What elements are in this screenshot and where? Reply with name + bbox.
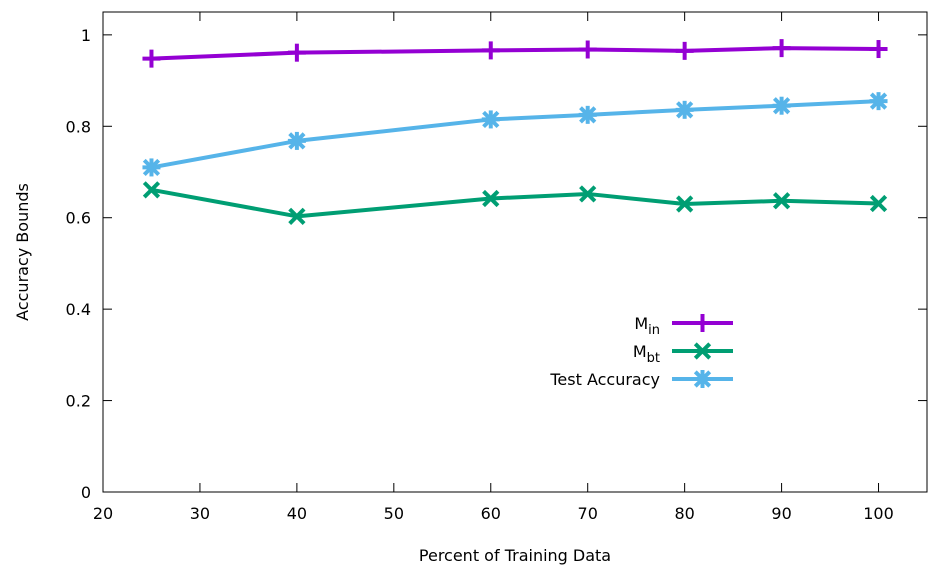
x-tick-label: 60 <box>481 504 501 523</box>
data-point <box>675 41 694 60</box>
x-tick-label: 100 <box>863 504 894 523</box>
legend-item: Test Accuracy <box>549 370 733 389</box>
legend-marker <box>693 370 712 388</box>
x-axis-title: Percent of Training Data <box>419 546 611 565</box>
x-tick-label: 30 <box>190 504 210 523</box>
data-point <box>481 110 500 129</box>
data-point <box>772 192 791 210</box>
data-point <box>287 131 306 150</box>
series-line <box>151 99 879 170</box>
series-2 <box>142 92 888 177</box>
data-point <box>675 100 694 119</box>
legend-item: Mbt <box>633 342 733 366</box>
y-axis-title: Accuracy Bounds <box>13 183 32 321</box>
data-point <box>772 96 791 115</box>
legend-label: Test Accuracy <box>549 370 660 389</box>
data-point <box>578 105 597 124</box>
data-point <box>772 39 791 58</box>
data-point <box>482 189 500 208</box>
data-point <box>869 194 888 213</box>
y-tick-label: 0.4 <box>66 300 91 319</box>
y-tick-label: 0.2 <box>66 392 91 411</box>
series-1 <box>142 181 888 225</box>
x-tick-label: 70 <box>578 504 598 523</box>
legend: Min Mbt Test Accuracy <box>549 314 733 389</box>
data-point <box>287 43 306 62</box>
legend-label: Min <box>634 314 660 338</box>
y-tick-label: 0 <box>81 483 91 502</box>
x-tick-label: 50 <box>384 504 404 523</box>
x-tick-label: 80 <box>674 504 694 523</box>
data-point <box>869 40 888 59</box>
data-point <box>142 158 161 177</box>
y-tick-label: 1 <box>81 26 91 45</box>
data-point <box>676 195 694 213</box>
series-line <box>151 187 879 219</box>
legend-marker <box>693 314 712 332</box>
series-0 <box>142 39 888 68</box>
x-tick-label: 20 <box>93 504 113 523</box>
data-point <box>142 181 161 199</box>
axis-ticks <box>102 12 927 493</box>
data-point <box>288 207 306 225</box>
data-point <box>142 49 161 68</box>
legend-marker <box>693 342 712 360</box>
data-point <box>579 185 597 203</box>
plot-frame <box>102 11 928 493</box>
legend-label: Mbt <box>633 342 660 366</box>
x-tick-label: 40 <box>287 504 307 523</box>
series-line <box>151 46 879 61</box>
data-point <box>481 41 500 60</box>
y-tick-label: 0.8 <box>66 117 91 136</box>
y-tick-label: 0.6 <box>66 209 91 228</box>
data-point <box>578 40 597 59</box>
tick-labels: 20 30 40 50 60 70 80 90 100 0 0.2 0.4 0.6 0.8 1 <box>66 26 894 523</box>
x-tick-label: 90 <box>771 504 791 523</box>
series-layer <box>142 39 888 225</box>
data-point <box>869 92 888 111</box>
legend-item: Min <box>634 314 733 338</box>
